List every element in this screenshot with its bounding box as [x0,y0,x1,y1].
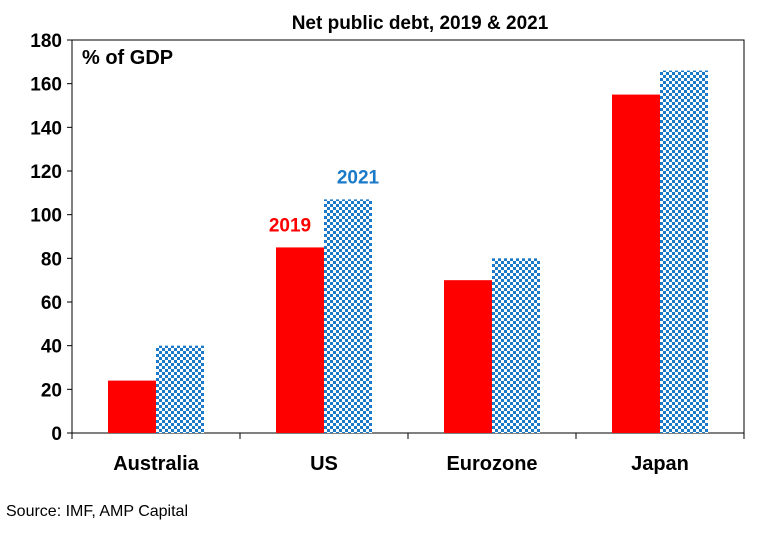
y-tick-label: 0 [51,424,62,445]
bar-2019-australia [108,380,156,433]
bar-2021-japan [660,70,708,434]
bar-2019-us [276,247,324,433]
bars [108,70,708,434]
y-tick-label: 100 [30,206,62,227]
x-category-label: Eurozone [446,453,537,475]
bar-2021-eurozone [492,258,540,433]
bar-2019-japan [612,94,660,433]
x-category-label: Australia [113,453,199,475]
x-category-label: US [310,453,338,475]
source-note: Source: IMF, AMP Capital [6,503,188,520]
y-tick-label: 20 [41,380,62,401]
bar-2019-eurozone [444,280,492,433]
y-tick-label: 180 [30,31,62,52]
y-tick-label: 80 [41,249,62,270]
x-category-label: Japan [631,453,689,475]
y-tick-label: 60 [41,293,62,314]
unit-label: % of GDP [82,47,173,69]
y-tick-label: 40 [41,337,62,358]
bar-2021-australia [156,345,204,433]
series-labels: 2019 2021 [269,167,380,236]
y-tick-label: 160 [30,75,62,96]
bar-2021-us [324,199,372,433]
series-label-2021: 2021 [337,167,380,188]
y-tick-label: 120 [30,162,62,183]
y-tick-label: 140 [30,118,62,139]
y-axis: 0 20 40 60 80 100 120 140 160 180 [30,31,72,445]
chart-title: Net public debt, 2019 & 2021 [292,13,549,34]
x-axis: Australia US Eurozone Japan [71,433,745,475]
series-label-2019: 2019 [269,215,311,236]
